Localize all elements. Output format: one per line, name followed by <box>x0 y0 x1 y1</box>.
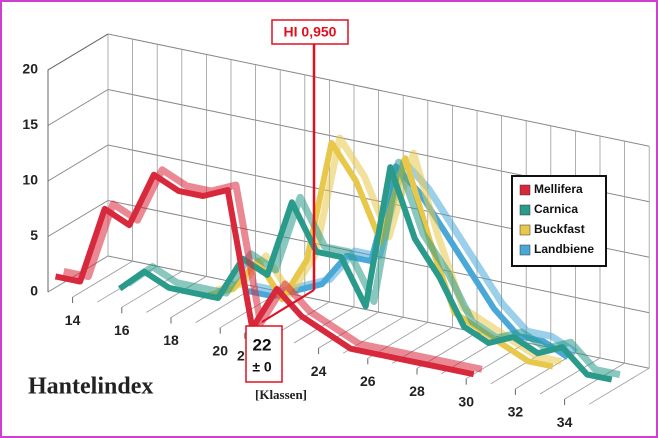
legend: Mellifera Carnica Buckfast Landbiene <box>511 175 607 267</box>
wall-line <box>146 54 207 313</box>
legend-swatch <box>519 224 531 236</box>
x-tick-label: 28 <box>409 383 425 399</box>
y-tick-label: 10 <box>22 172 38 188</box>
wall-line <box>318 90 379 349</box>
x-tick-label: 14 <box>65 312 81 328</box>
x-axis-label: [Klassen] <box>255 387 307 402</box>
ribbons <box>54 134 621 383</box>
legend-label: Landbiene <box>534 242 594 256</box>
legend-swatch <box>519 184 531 196</box>
x-tick-label: 32 <box>508 404 524 420</box>
y-tick-label: 5 <box>30 227 38 243</box>
y-tick-label: 20 <box>22 61 38 77</box>
legend-label: Mellifera <box>534 182 583 196</box>
x-tick-label: 20 <box>212 342 228 358</box>
x-tick-label: 24 <box>311 363 327 379</box>
series-line <box>54 171 475 378</box>
class-box <box>245 325 283 383</box>
wall-line <box>588 146 650 405</box>
ribbon-shade <box>125 158 621 379</box>
x-tick-label: 16 <box>114 322 130 338</box>
class-deviation: ± 0 <box>252 359 272 375</box>
wall-line <box>564 141 625 400</box>
series-line <box>117 164 613 383</box>
x-tick-label: 26 <box>360 373 376 389</box>
hi-marker-foot <box>261 289 315 323</box>
legend-swatch <box>519 244 531 256</box>
y-tick-label: 0 <box>30 283 38 299</box>
x-tick-label: 34 <box>557 414 573 430</box>
x-tick-label: 30 <box>458 393 474 409</box>
x-tick-label: 18 <box>163 332 179 348</box>
wall-line <box>121 49 183 308</box>
wall-edge <box>47 33 109 292</box>
legend-label: Carnica <box>534 202 578 216</box>
chart-title: Hantelindex <box>28 374 153 400</box>
hi-annotation: HI 0,950 <box>284 24 337 40</box>
hi-box <box>271 19 349 45</box>
class-annotation: 22 <box>253 335 272 354</box>
legend-label: Buckfast <box>534 222 585 236</box>
y-tick-label: 15 <box>22 116 38 132</box>
legend-swatch <box>519 204 531 216</box>
wall-line <box>72 39 133 298</box>
